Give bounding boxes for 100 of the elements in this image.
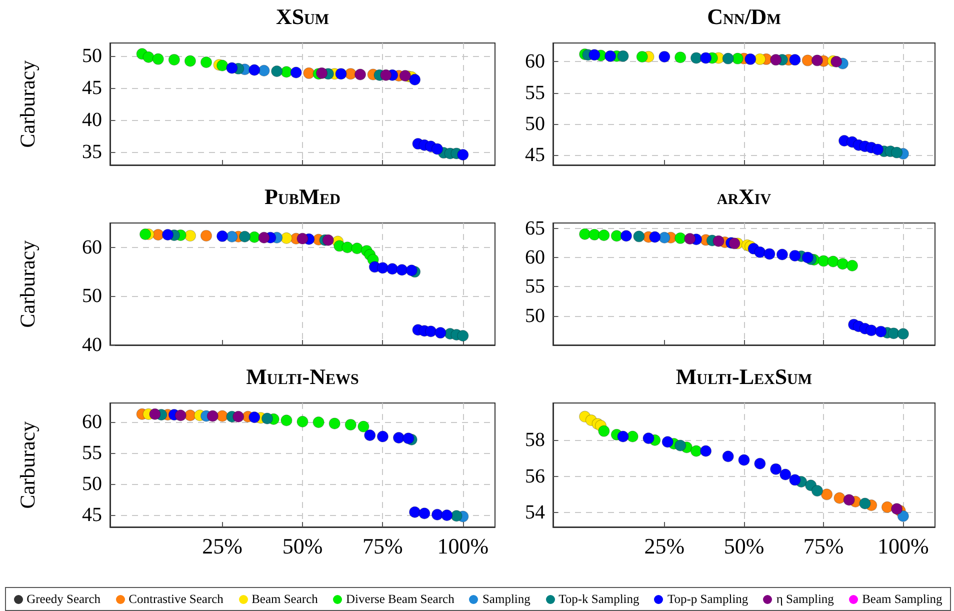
point [579, 228, 591, 240]
point [303, 67, 315, 79]
point [626, 430, 638, 442]
point [280, 414, 292, 426]
legend-label: Beam Sampling [862, 592, 942, 606]
chart-title: XSum [274, 4, 330, 30]
y-tick-label: 65 [525, 217, 545, 240]
y-tick-label: 50 [525, 112, 545, 135]
point [431, 143, 444, 155]
y-tick-label: 60 [525, 50, 545, 73]
point [620, 230, 632, 242]
point [232, 410, 244, 422]
point [690, 52, 702, 64]
point [296, 416, 308, 428]
point [142, 51, 154, 63]
point [776, 248, 788, 260]
legend-label: Sampling [482, 592, 530, 606]
point [818, 255, 830, 267]
legend-label: η Sampling [776, 592, 834, 606]
point [322, 234, 334, 246]
point [700, 52, 712, 64]
point [859, 498, 871, 510]
point [344, 418, 356, 430]
point [588, 228, 600, 240]
point [296, 232, 308, 244]
point [598, 229, 610, 242]
point [754, 246, 766, 258]
point [418, 508, 430, 520]
point [738, 454, 750, 466]
point [633, 230, 645, 242]
point [780, 468, 792, 480]
point [604, 50, 616, 62]
point [662, 436, 674, 448]
point [897, 328, 909, 340]
point [658, 50, 670, 62]
y-tick-label: 50 [82, 44, 102, 67]
y-tick-label: 50 [525, 304, 545, 327]
point [258, 232, 270, 244]
point [271, 65, 283, 78]
point [891, 503, 903, 515]
point [642, 432, 654, 444]
point [206, 410, 218, 422]
y-tick-label: 55 [525, 82, 545, 104]
point [226, 62, 238, 74]
point [149, 408, 161, 420]
point [238, 230, 251, 242]
y-tick-label: 50 [82, 285, 102, 308]
legend-label: Top-k Sampling [558, 592, 640, 606]
point [649, 231, 661, 243]
point [434, 327, 446, 339]
chart-title: Cnn/Dm [706, 4, 782, 30]
y-tick-label: 60 [82, 411, 102, 434]
chart-title: Multi-LexSum [674, 364, 814, 390]
point [402, 432, 414, 444]
point [399, 70, 411, 82]
point [457, 330, 469, 342]
y-tick-label: 50 [82, 473, 102, 496]
point [834, 492, 846, 504]
point [152, 53, 164, 65]
point [184, 230, 196, 242]
legend-label: Top-p Sampling [667, 592, 748, 606]
point [811, 54, 824, 66]
point [174, 410, 186, 422]
point [162, 228, 174, 241]
chart-title: PubMed [264, 184, 342, 210]
y-axis-title: Carburacy [16, 60, 40, 148]
point [364, 429, 376, 442]
point [712, 235, 724, 247]
point [789, 474, 801, 486]
y-tick-label: 45 [82, 504, 102, 526]
point [200, 230, 212, 242]
point [396, 264, 408, 276]
point [830, 56, 842, 68]
y-tick-label: 55 [82, 442, 102, 464]
point [328, 418, 340, 430]
point [406, 264, 418, 276]
point [789, 250, 801, 262]
y-tick-label: 54 [525, 502, 545, 524]
point [744, 53, 756, 65]
point [290, 66, 302, 78]
point [700, 445, 712, 457]
y-axis-title: Carburacy [16, 240, 40, 328]
point [658, 232, 670, 244]
point [690, 445, 702, 457]
point [248, 64, 260, 76]
point [431, 508, 444, 520]
point [588, 49, 600, 61]
point [846, 260, 858, 272]
point [425, 326, 437, 338]
point [674, 440, 686, 452]
point [674, 232, 686, 244]
x-tick-label: 100% [437, 534, 489, 558]
point [872, 144, 884, 156]
point [335, 68, 347, 80]
chart-title: Multi-News [245, 364, 360, 390]
point [684, 232, 696, 245]
y-axis-title: Carburacy [16, 420, 40, 509]
point [674, 52, 686, 64]
point [617, 430, 629, 442]
point [617, 50, 629, 62]
